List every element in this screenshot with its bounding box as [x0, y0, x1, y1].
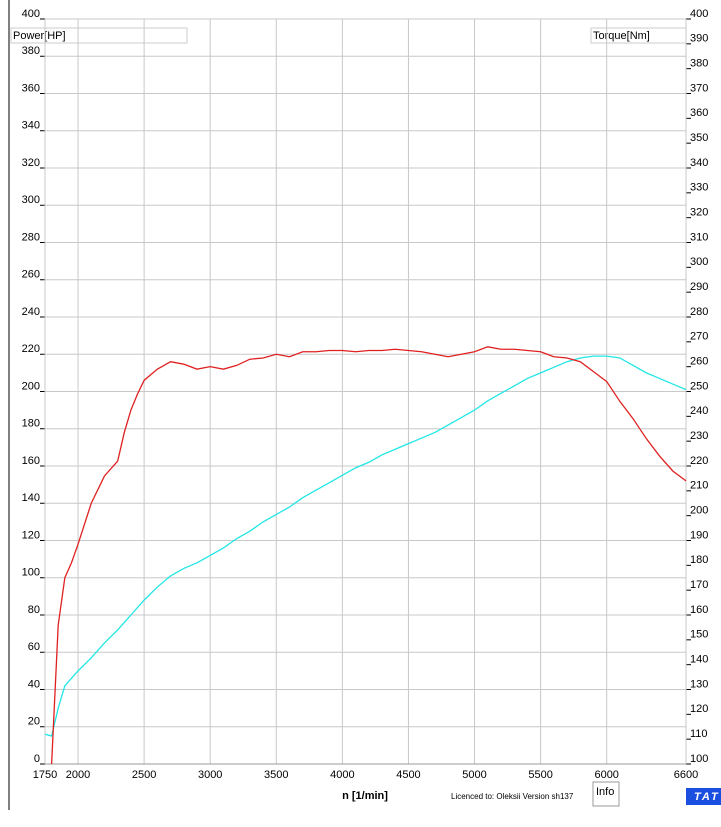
- y2-tick-label: 190: [690, 529, 708, 541]
- y2-tick-label: 290: [690, 281, 708, 293]
- y2-tick-label: 200: [690, 505, 708, 517]
- y2-tick-label: 210: [690, 480, 708, 492]
- y-tick-label: 380: [22, 45, 40, 57]
- y2-tick-label: 320: [690, 207, 708, 219]
- x-tick-label: 2500: [132, 769, 156, 781]
- x-tick-label: 5000: [462, 769, 486, 781]
- y2-tick-label: 100: [690, 753, 708, 765]
- x-axis-label: n [1/min]: [342, 790, 388, 802]
- y-tick-label: 240: [22, 306, 40, 318]
- y-tick-label: 0: [34, 753, 40, 765]
- y-tick-label: 360: [22, 82, 40, 94]
- x-tick-label: 6600: [674, 769, 698, 781]
- line: [44, 355, 687, 737]
- y-tick-label: 40: [28, 678, 40, 690]
- y-tick-label: 140: [22, 492, 40, 504]
- y2-tick-label: 380: [690, 58, 708, 70]
- power-label-box: [10, 27, 188, 44]
- y-tick-label: 160: [22, 455, 40, 467]
- y-tick-label: 100: [22, 567, 40, 579]
- x-tick-label: 2000: [66, 769, 90, 781]
- y-tick-label: 20: [28, 716, 40, 728]
- y-tick-label: 300: [22, 194, 40, 206]
- y-tick-label: 120: [22, 529, 40, 541]
- y2-tick-label: 390: [690, 33, 708, 45]
- y2-tick-label: 180: [690, 554, 708, 566]
- y2-tick-label: 130: [690, 678, 708, 690]
- y2-tick-label: 260: [690, 356, 708, 368]
- y2-tick-label: 350: [690, 132, 708, 144]
- y2-tick-label: 270: [690, 331, 708, 343]
- licence: Licenced to: Oleksii Version sh137: [451, 792, 574, 801]
- y2-tick-label: 120: [690, 703, 708, 715]
- y2-tick-label: 360: [690, 107, 708, 119]
- y2-tick-label: 310: [690, 231, 708, 243]
- y2-tick-label: 250: [690, 380, 708, 392]
- x-tick-label: 5500: [528, 769, 552, 781]
- line: [50, 346, 687, 765]
- y2-tick-label: 170: [690, 579, 708, 591]
- y-tick-label: 400: [22, 8, 40, 20]
- y2-axis-label: Torque[Nm]: [593, 30, 650, 42]
- y-tick-label: 260: [22, 269, 40, 281]
- y2-tick-label: 300: [690, 256, 708, 268]
- y2-tick-label: 230: [690, 430, 708, 442]
- x-tick-label: 3000: [198, 769, 222, 781]
- y-tick-label: 280: [22, 231, 40, 243]
- x-tick-label: 4000: [330, 769, 354, 781]
- y2-tick-label: 140: [690, 654, 708, 666]
- x-tick-label: 1750: [33, 769, 57, 781]
- y2-tick-label: 400: [690, 8, 708, 20]
- y-axis-label: Power[HP]: [13, 30, 66, 42]
- y-tick-label: 200: [22, 380, 40, 392]
- info-button[interactable]: [592, 781, 620, 807]
- x-tick-label: 4500: [396, 769, 420, 781]
- logo-box: [686, 788, 721, 805]
- y-tick-label: 340: [22, 120, 40, 132]
- y-tick-label: 180: [22, 418, 40, 430]
- logo: TAT: [694, 791, 720, 803]
- y-tick-label: 220: [22, 343, 40, 355]
- y2-tick-label: 160: [690, 604, 708, 616]
- x-tick-label: 3500: [264, 769, 288, 781]
- y2-tick-label: 110: [690, 728, 708, 740]
- y2-tick-label: 150: [690, 629, 708, 641]
- y2-tick-label: 330: [690, 182, 708, 194]
- y2-tick-label: 240: [690, 405, 708, 417]
- y2-tick-label: 370: [690, 82, 708, 94]
- y2-tick-label: 220: [690, 455, 708, 467]
- info-label[interactable]: Info: [596, 786, 614, 798]
- y2-tick-label: 340: [690, 157, 708, 169]
- y-tick-label: 60: [28, 641, 40, 653]
- x-tick-label: 6000: [594, 769, 618, 781]
- y2-tick-label: 280: [690, 306, 708, 318]
- y-tick-label: 320: [22, 157, 40, 169]
- y-tick-label: 80: [28, 604, 40, 616]
